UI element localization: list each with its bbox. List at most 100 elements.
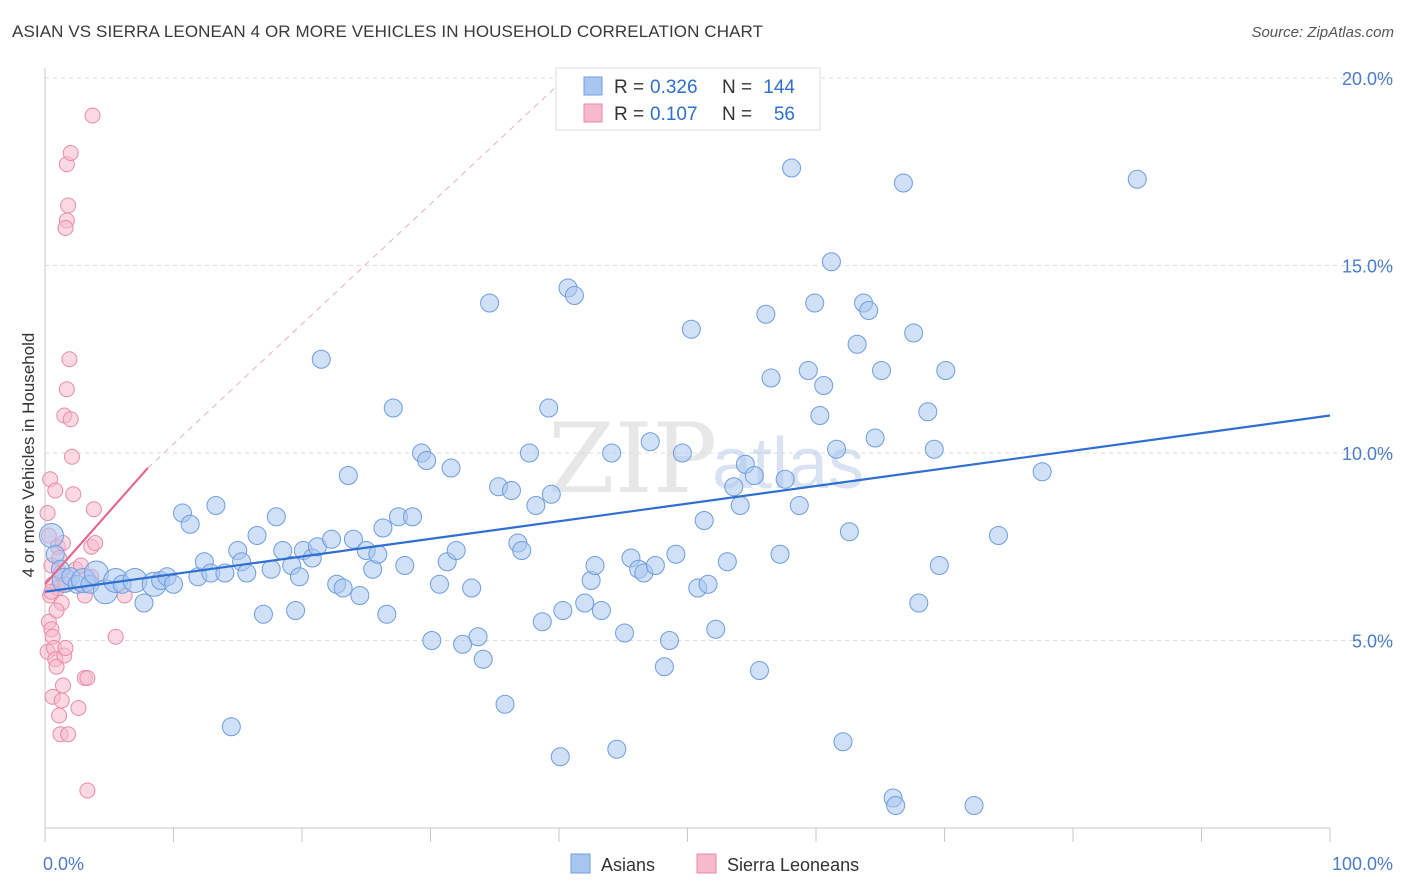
asian-point-46: [350, 586, 370, 605]
legend-n-value-1: 144: [763, 77, 795, 98]
asian-point-19: [180, 514, 200, 534]
sierra-leonean-point-54: [51, 707, 68, 724]
asian-point-54: [395, 556, 415, 575]
asian-point-98: [681, 319, 701, 339]
legend-r-value-2: 0.107: [650, 104, 698, 125]
sierra-leonean-point-22: [54, 677, 71, 694]
sierra-leonean-point-36: [57, 220, 74, 236]
asian-point-25: [221, 717, 241, 737]
asian-point-36: [289, 567, 309, 587]
asian-point-95: [660, 631, 680, 650]
asian-point-107: [744, 466, 764, 485]
asian-point-132: [909, 593, 929, 613]
sierra-leonean-point-14: [47, 482, 64, 499]
asian-point-52: [383, 398, 403, 418]
asian-point-105: [730, 496, 750, 515]
asian-point-63: [453, 634, 473, 654]
asian-point-77: [541, 484, 561, 504]
y-tick-label-3: 20.0%: [1342, 69, 1393, 89]
asian-point-137: [964, 796, 984, 815]
asian-point-119: [821, 252, 841, 272]
asian-point-136: [936, 361, 956, 380]
asian-point-101: [698, 574, 718, 594]
asian-point-73: [519, 443, 539, 463]
tick-labels: 5.0% 10.0% 15.0% 20.0% 0.0% 100.0%: [43, 69, 1393, 874]
asian-point-126: [865, 428, 885, 448]
asian-point-120: [827, 439, 847, 459]
asian-point-96: [666, 544, 686, 564]
sierra-leonean-point-33: [62, 145, 79, 161]
sierra-leonean-trend-extension: [147, 77, 566, 469]
sierra-leonean-point-29: [62, 411, 79, 428]
asian-point-140: [1127, 169, 1147, 189]
asian-point-74: [526, 496, 546, 515]
asian-point-88: [615, 623, 635, 643]
asian-point-111: [770, 544, 790, 564]
asian-point-82: [575, 593, 595, 613]
asian-point-51: [377, 604, 397, 624]
asian-point-23: [206, 496, 226, 515]
asian-point-108: [749, 661, 769, 680]
x-tick-label-1: 100.0%: [1332, 854, 1393, 874]
legend-r-value-1: 0.326: [650, 77, 698, 98]
asian-point-85: [591, 601, 611, 620]
asian-point-59: [429, 574, 449, 594]
sierra-leonean-trend-line: [44, 467, 149, 585]
asian-point-78: [550, 747, 570, 767]
watermark-zip: ZIP: [548, 403, 717, 515]
asian-point-67: [480, 293, 500, 313]
legend-swatch-sierra-leoneans: [583, 103, 603, 123]
asian-point-72: [512, 541, 532, 560]
y-tick-label-0: 5.0%: [1352, 632, 1393, 652]
asian-point-133: [918, 402, 938, 422]
asian-point-65: [468, 627, 488, 647]
asian-point-114: [789, 496, 809, 515]
sierra-leonean-point-31: [65, 486, 82, 503]
asian-point-41: [322, 529, 342, 549]
asian-point-116: [805, 293, 825, 313]
asian-point-57: [417, 451, 437, 470]
legend-n-value-2: 56: [774, 104, 795, 125]
sierra-leonean-point-48: [87, 535, 104, 551]
legend-bottom-swatch-sierra-leoneans: [696, 853, 717, 874]
sierra-leonean-point-21: [57, 640, 74, 656]
asian-point-129: [886, 796, 906, 815]
asian-point-35: [286, 601, 306, 620]
sierra-leonean-point-0: [39, 505, 56, 521]
asian-point-87: [607, 739, 627, 759]
asian-point-29: [247, 526, 267, 545]
legend-swatch-asians: [583, 76, 603, 96]
asian-point-28: [237, 563, 257, 583]
sierra-leonean-point-53: [48, 602, 65, 619]
sierra-leonean-point-47: [85, 501, 102, 518]
asian-point-94: [654, 657, 674, 677]
asian-point-64: [462, 578, 482, 598]
asian-point-84: [585, 556, 605, 575]
asian-point-117: [810, 406, 830, 425]
sierra-leonean-point-44: [79, 782, 96, 799]
asian-point-134: [924, 439, 944, 459]
asian-point-0: [38, 523, 64, 548]
sierra-leonean-point-12: [48, 658, 65, 675]
asian-point-113: [782, 158, 802, 178]
legend-r-label-2: R =: [614, 104, 644, 125]
asian-point-110: [761, 368, 781, 388]
asian-point-75: [532, 612, 552, 632]
asian-point-112: [775, 469, 795, 489]
y-tick-label-2: 15.0%: [1342, 257, 1393, 277]
asian-point-76: [539, 398, 559, 418]
chart-title: ASIAN VS SIERRA LEONEAN 4 OR MORE VEHICL…: [12, 22, 764, 41]
sierra-leonean-point-28: [61, 351, 78, 368]
asian-point-135: [929, 556, 949, 575]
asian-point-50: [373, 518, 393, 538]
asian-point-130: [893, 173, 913, 193]
asian-point-31: [261, 559, 281, 579]
asian-point-86: [602, 443, 622, 463]
sierra-leonean-point-30: [63, 448, 80, 465]
asian-point-131: [904, 323, 924, 343]
source-credit: Source: ZipAtlas.com: [1251, 24, 1394, 41]
legend-n-label-1: N =: [722, 77, 752, 98]
asian-point-17: [164, 574, 183, 594]
asian-point-122: [839, 522, 859, 542]
